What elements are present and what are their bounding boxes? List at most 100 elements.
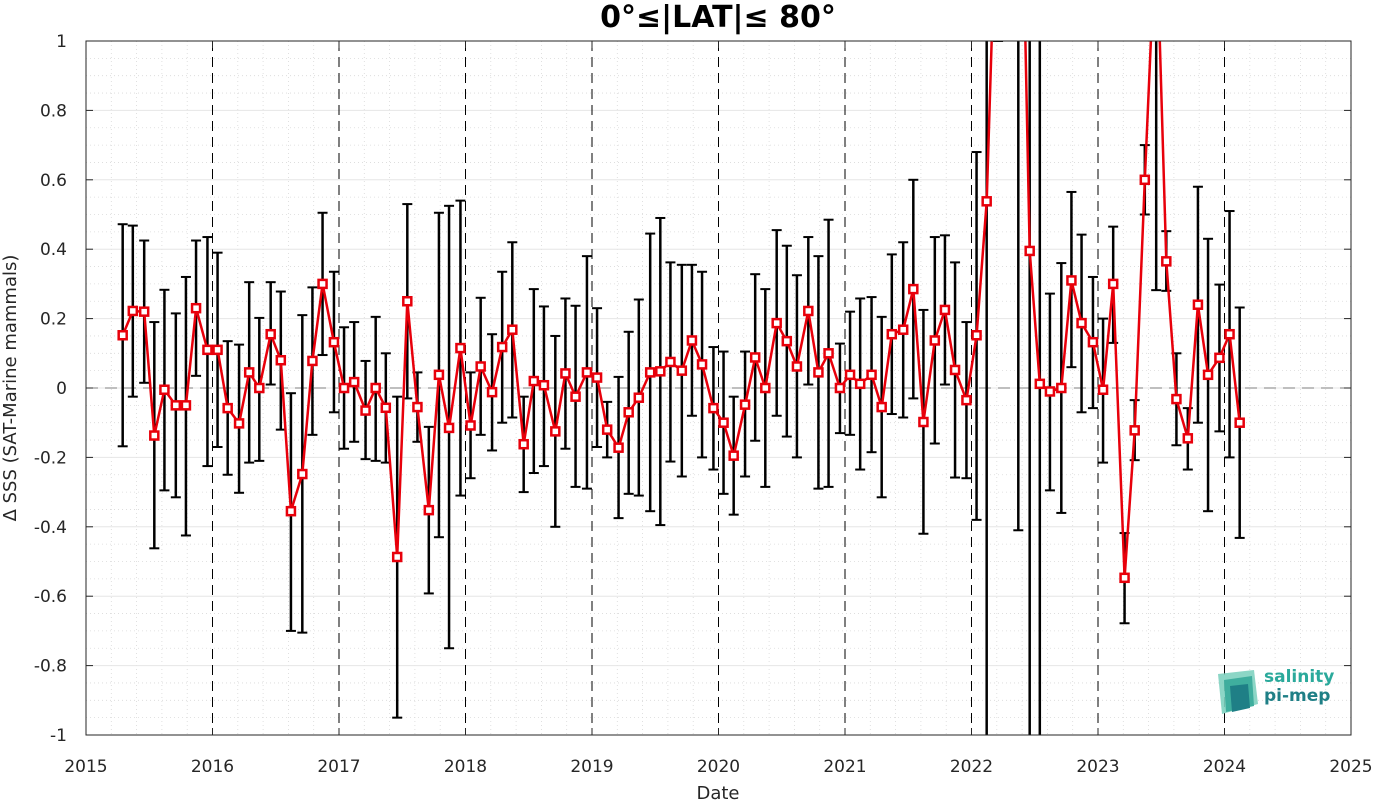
data-point-marker xyxy=(1056,382,1067,394)
data-point-marker xyxy=(633,392,645,403)
y-tick-label: -0.2 xyxy=(34,448,67,468)
logo-text: salinity pi-mep xyxy=(1264,668,1334,706)
data-point-marker xyxy=(1087,336,1099,348)
data-point-marker xyxy=(961,394,972,406)
data-point-marker xyxy=(149,430,160,441)
x-tick-label: 2021 xyxy=(823,757,866,777)
data-point-marker xyxy=(601,424,613,435)
data-point-marker xyxy=(570,391,581,402)
data-point-marker xyxy=(1214,352,1225,364)
data-point-marker xyxy=(1066,275,1077,286)
errorbar xyxy=(740,350,751,478)
y-tick-label: 0.8 xyxy=(40,101,67,121)
data-point-marker xyxy=(949,364,961,376)
data-point-marker xyxy=(328,336,340,348)
chart-title: 0°≤|LAT|≤ 80° xyxy=(600,0,836,35)
x-tick-label: 2024 xyxy=(1203,757,1246,777)
y-tick-label: 0 xyxy=(56,379,67,399)
data-point-marker xyxy=(791,361,803,372)
data-point-marker xyxy=(538,379,550,391)
y-tick-label: -0.6 xyxy=(34,587,67,607)
data-point-marker xyxy=(844,369,856,381)
y-tick-label: -0.4 xyxy=(34,518,67,538)
x-tick-label: 2023 xyxy=(1076,757,1119,777)
data-point-marker xyxy=(834,382,846,394)
data-point-marker xyxy=(391,551,403,563)
data-point-marker xyxy=(918,416,929,428)
series-line xyxy=(121,41,1241,580)
data-point-marker xyxy=(338,382,350,394)
data-point-marker xyxy=(348,376,360,388)
data-point-marker xyxy=(170,400,182,411)
data-point-marker xyxy=(1192,299,1204,310)
errorbar xyxy=(993,41,1004,42)
data-point-marker xyxy=(1224,328,1235,340)
data-point-marker xyxy=(1107,278,1119,290)
data-point-marker xyxy=(1034,378,1046,390)
logo-line-2: pi-mep xyxy=(1264,686,1331,706)
errorbar xyxy=(1013,41,1024,532)
data-point-marker xyxy=(1234,417,1245,428)
data-point-marker xyxy=(971,330,982,341)
data-point-marker xyxy=(655,366,666,377)
data-point-marker xyxy=(665,356,676,368)
y-axis-title: Δ SSS (SAT-Marine mammals) xyxy=(0,255,21,522)
data-point-marker xyxy=(254,382,265,394)
y-ticks: -1 -0.8 -0.6 -0.4 -0.2 0 0.2 0.4 0.6 0.8 1 xyxy=(34,32,1351,746)
data-point-marker xyxy=(370,382,381,394)
series-group xyxy=(117,41,1245,584)
data-point-marker xyxy=(455,342,466,354)
data-point-marker xyxy=(560,368,571,379)
x-tick-label: 2022 xyxy=(950,757,993,777)
logo-line-1: salinity xyxy=(1264,667,1335,687)
data-point-marker xyxy=(1161,256,1172,267)
data-point-marker xyxy=(581,367,593,378)
data-point-marker xyxy=(233,418,245,429)
data-point-marker xyxy=(423,504,435,516)
data-point-marker xyxy=(771,317,782,329)
data-point-marker xyxy=(275,354,287,366)
x-tick-label: 2020 xyxy=(697,757,740,777)
errorbar xyxy=(1151,41,1162,292)
data-point-marker xyxy=(708,402,719,414)
y-tick-label: 0.2 xyxy=(40,310,67,330)
y-tick-label: 0.4 xyxy=(40,240,67,260)
data-point-marker xyxy=(813,367,824,378)
data-point-marker xyxy=(486,386,498,398)
data-point-marker xyxy=(212,344,223,356)
data-point-marker xyxy=(613,442,624,453)
data-point-marker xyxy=(623,407,634,418)
data-point-marker xyxy=(360,405,371,416)
errorbar xyxy=(985,41,988,735)
data-point-marker xyxy=(1044,386,1056,397)
data-point-marker xyxy=(749,352,761,363)
data-point-marker xyxy=(550,426,561,437)
data-point-marker xyxy=(644,367,656,378)
x-ticks: 2015 2016 2017 2018 2019 2020 2021 2022 2023 2024… xyxy=(64,41,1373,777)
data-point-marker xyxy=(981,196,992,207)
data-point-marker xyxy=(117,330,128,341)
data-point-marker xyxy=(443,422,455,434)
data-point-marker xyxy=(222,402,233,414)
data-point-marker xyxy=(718,417,729,428)
data-point-marker xyxy=(496,341,508,353)
data-point-marker xyxy=(803,305,814,317)
data-point-marker xyxy=(433,369,445,381)
data-point-marker xyxy=(317,278,328,290)
year-lines xyxy=(212,41,1225,735)
data-point-marker xyxy=(591,372,603,383)
data-point-marker xyxy=(739,399,751,410)
y-tick-label: 0.6 xyxy=(40,171,67,191)
data-point-marker xyxy=(781,335,793,347)
data-point-marker xyxy=(380,402,392,414)
data-point-marker xyxy=(1139,174,1151,186)
data-point-marker xyxy=(908,283,919,295)
data-point-marker xyxy=(686,335,698,346)
data-point-marker xyxy=(1119,572,1130,584)
data-point-marker xyxy=(1097,384,1109,395)
data-point-marker xyxy=(243,367,255,378)
y-tick-label: -0.8 xyxy=(34,657,67,677)
data-point-marker xyxy=(528,375,540,387)
x-tick-label: 2019 xyxy=(570,757,613,777)
data-point-marker xyxy=(866,369,877,381)
